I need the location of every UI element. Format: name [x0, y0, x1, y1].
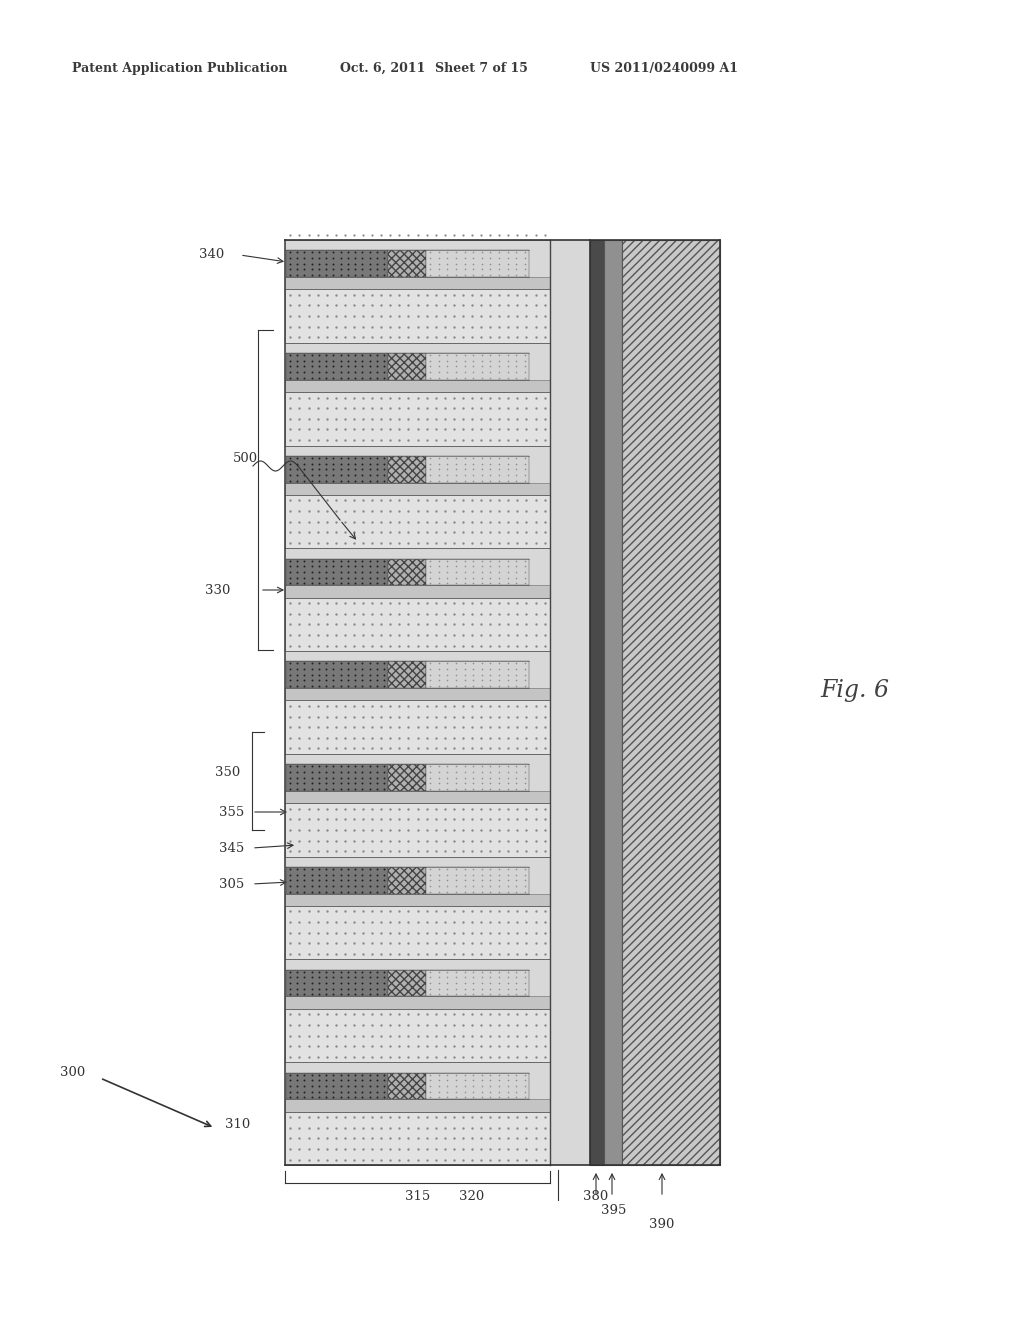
Bar: [285, 392, 550, 446]
Bar: [285, 1111, 550, 1166]
Text: Sheet 7 of 15: Sheet 7 of 15: [435, 62, 528, 75]
Bar: [286, 661, 388, 688]
Text: Fig. 6: Fig. 6: [820, 678, 889, 701]
Text: 380: 380: [584, 1191, 608, 1204]
Text: 340: 340: [200, 248, 224, 261]
Bar: [285, 289, 550, 343]
Text: 305: 305: [219, 878, 245, 891]
Bar: [286, 970, 388, 997]
Bar: [388, 558, 426, 585]
Bar: [388, 764, 426, 791]
Bar: [388, 867, 426, 894]
Bar: [388, 352, 426, 380]
Text: 345: 345: [219, 842, 245, 854]
Bar: [426, 352, 529, 380]
Bar: [388, 1072, 426, 1100]
Bar: [286, 352, 388, 380]
Bar: [388, 661, 426, 688]
Bar: [622, 240, 720, 1166]
Bar: [285, 906, 550, 960]
Bar: [285, 791, 550, 804]
Bar: [426, 1072, 529, 1100]
Bar: [590, 240, 604, 1166]
Text: 390: 390: [649, 1218, 675, 1232]
Bar: [604, 240, 622, 1166]
Text: 395: 395: [601, 1204, 627, 1217]
Text: 315: 315: [404, 1191, 430, 1204]
Bar: [285, 240, 590, 1166]
Bar: [426, 867, 529, 894]
Bar: [426, 558, 529, 585]
Bar: [285, 585, 550, 598]
Bar: [426, 455, 529, 483]
Text: Patent Application Publication: Patent Application Publication: [72, 62, 288, 75]
Bar: [285, 495, 550, 548]
Bar: [388, 455, 426, 483]
Bar: [285, 483, 550, 495]
Bar: [285, 997, 550, 1008]
Bar: [286, 867, 388, 894]
Bar: [285, 380, 550, 392]
Bar: [286, 558, 388, 585]
Bar: [286, 251, 388, 277]
Text: 500: 500: [232, 451, 258, 465]
Bar: [426, 764, 529, 791]
Text: 310: 310: [225, 1118, 251, 1131]
Bar: [285, 894, 550, 906]
Text: Oct. 6, 2011: Oct. 6, 2011: [340, 62, 425, 75]
Bar: [285, 277, 550, 289]
Text: 320: 320: [460, 1191, 484, 1204]
Bar: [285, 804, 550, 857]
Bar: [286, 764, 388, 791]
Bar: [388, 970, 426, 997]
Bar: [388, 251, 426, 277]
Bar: [285, 1008, 550, 1063]
Bar: [426, 251, 529, 277]
Bar: [286, 455, 388, 483]
Bar: [426, 970, 529, 997]
Text: 300: 300: [60, 1065, 86, 1078]
Bar: [285, 598, 550, 651]
Bar: [285, 1100, 550, 1111]
Text: 355: 355: [219, 805, 245, 818]
Bar: [285, 688, 550, 701]
Text: US 2011/0240099 A1: US 2011/0240099 A1: [590, 62, 738, 75]
Bar: [286, 1072, 388, 1100]
Bar: [285, 701, 550, 754]
Text: 350: 350: [215, 766, 241, 779]
Bar: [426, 661, 529, 688]
Text: 330: 330: [206, 583, 230, 597]
